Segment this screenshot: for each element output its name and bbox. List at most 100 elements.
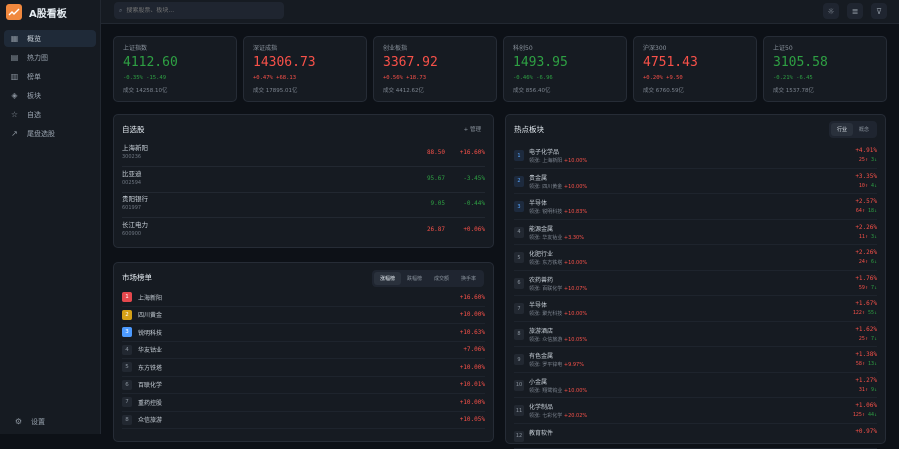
sector-name: 旅游酒店 (529, 326, 553, 335)
sidebar-item-label: 设置 (31, 417, 45, 427)
sidebar-item-4[interactable]: ☆自选 (4, 106, 96, 123)
decline-count: 55↓ (868, 310, 877, 316)
decline-count: 18↓ (868, 208, 877, 214)
database-button[interactable]: ≣ (847, 3, 863, 19)
sector-change: +1.62% (855, 326, 877, 333)
sector-change: +2.26% (855, 224, 877, 231)
sidebar-item-0[interactable]: ▦概览 (4, 30, 96, 47)
sector-change: +0.97% (855, 428, 877, 435)
sector-name: 教育软件 (529, 428, 553, 437)
ranking-tab[interactable]: 换手率 (455, 272, 482, 285)
rank-badge: 1 (514, 150, 524, 161)
index-change: +0.56% +18.73 (383, 75, 487, 81)
advance-decline: 11↑ 3↓ (859, 234, 877, 240)
sector-name: 化学制品 (529, 402, 553, 411)
sector-tab[interactable]: 概念 (853, 123, 875, 136)
sector-name: 电子化学品 (529, 147, 559, 156)
sidebar-item-5[interactable]: ↗尾盘选股 (4, 125, 96, 142)
stock-change: +10.63% (460, 329, 485, 336)
index-value: 4112.60 (123, 55, 227, 70)
rank-badge: 12 (514, 431, 524, 442)
leader-change: +20.02% (564, 413, 587, 419)
sector-row[interactable]: 8 旅游酒店领涨: 众信旅游 +10.05% +1.62% 25↑ 7↓ (514, 322, 877, 348)
ranking-tabs: 涨幅榜跌幅榜成交额换手率 (372, 270, 484, 287)
rank-badge: 4 (514, 227, 524, 238)
sidebar-nav: ▦概览 ▤ 热力图 ▥榜单 ◈板块 ☆自选 ↗尾盘选股 (0, 30, 100, 142)
sidebar-item-1[interactable]: ▤ 热力图 (4, 49, 96, 66)
leader-change: +10.00% (564, 388, 587, 394)
sidebar-item-settings[interactable]: ⚙ 设置 (8, 413, 51, 430)
advance-decline: 64↑ 18↓ (856, 208, 877, 214)
ranking-tab[interactable]: 成交额 (428, 272, 455, 285)
leader-change: +10.83% (564, 209, 587, 215)
index-name: 科创50 (513, 43, 617, 52)
ranking-tab[interactable]: 涨幅榜 (374, 272, 401, 285)
stock-change: -0.44% (463, 200, 485, 207)
top-header: ⌕ ☼ ≣ ⊽ (101, 0, 899, 24)
advance-decline: 59↑ 7↓ (859, 285, 877, 291)
advance-decline: 31↑ 9↓ (859, 387, 877, 393)
sidebar-item-2[interactable]: ▥榜单 (4, 68, 96, 85)
sidebar-item-3[interactable]: ◈板块 (4, 87, 96, 104)
search-input[interactable] (126, 7, 266, 14)
stock-change: +0.06% (463, 226, 485, 233)
advance-decline: 25↑ 3↓ (859, 157, 877, 163)
stock-name: 锐明科技 (138, 328, 460, 337)
theme-toggle-button[interactable]: ☼ (823, 3, 839, 19)
sector-name: 半导体 (529, 300, 547, 309)
table-icon: ▤ (10, 53, 19, 62)
index-volume: 成交 17895.01亿 (253, 86, 357, 94)
index-change: -0.46% -6.96 (513, 75, 617, 81)
advance-count: 64↑ (856, 208, 865, 214)
leader-stock: 领涨: 华友钴业 (529, 235, 562, 241)
index-volume: 成交 14258.10亿 (123, 86, 227, 94)
stock-name: 百联化学 (138, 380, 460, 389)
leader-stock: 领涨: 锐明科技 (529, 209, 562, 215)
manage-watchlist-button[interactable]: + 管理 (464, 125, 481, 133)
advance-decline: 25↑ 7↓ (859, 336, 877, 342)
rank-badge: 6 (514, 278, 524, 289)
sector-row[interactable]: 12 教育软件 +0.97% (514, 424, 877, 449)
index-value: 4751.43 (643, 55, 747, 70)
sector-tab[interactable]: 行业 (831, 123, 853, 136)
advance-count: 25↑ (859, 157, 868, 163)
sidebar-item-label: 热力图 (27, 53, 48, 63)
ranking-tab[interactable]: 跌幅榜 (401, 272, 428, 285)
stock-name: 上海新阳 (138, 293, 460, 302)
sector-leader: 领涨: 众信旅游 +10.05% (529, 336, 587, 343)
notification-button[interactable]: ⊽ (871, 3, 887, 19)
sector-name: 农药兽药 (529, 275, 553, 284)
leader-stock: 领涨: 七彩化学 (529, 413, 562, 419)
rank-badge: 8 (514, 329, 524, 340)
search-box[interactable]: ⌕ (114, 2, 284, 19)
advance-count: 24↑ (859, 259, 868, 265)
